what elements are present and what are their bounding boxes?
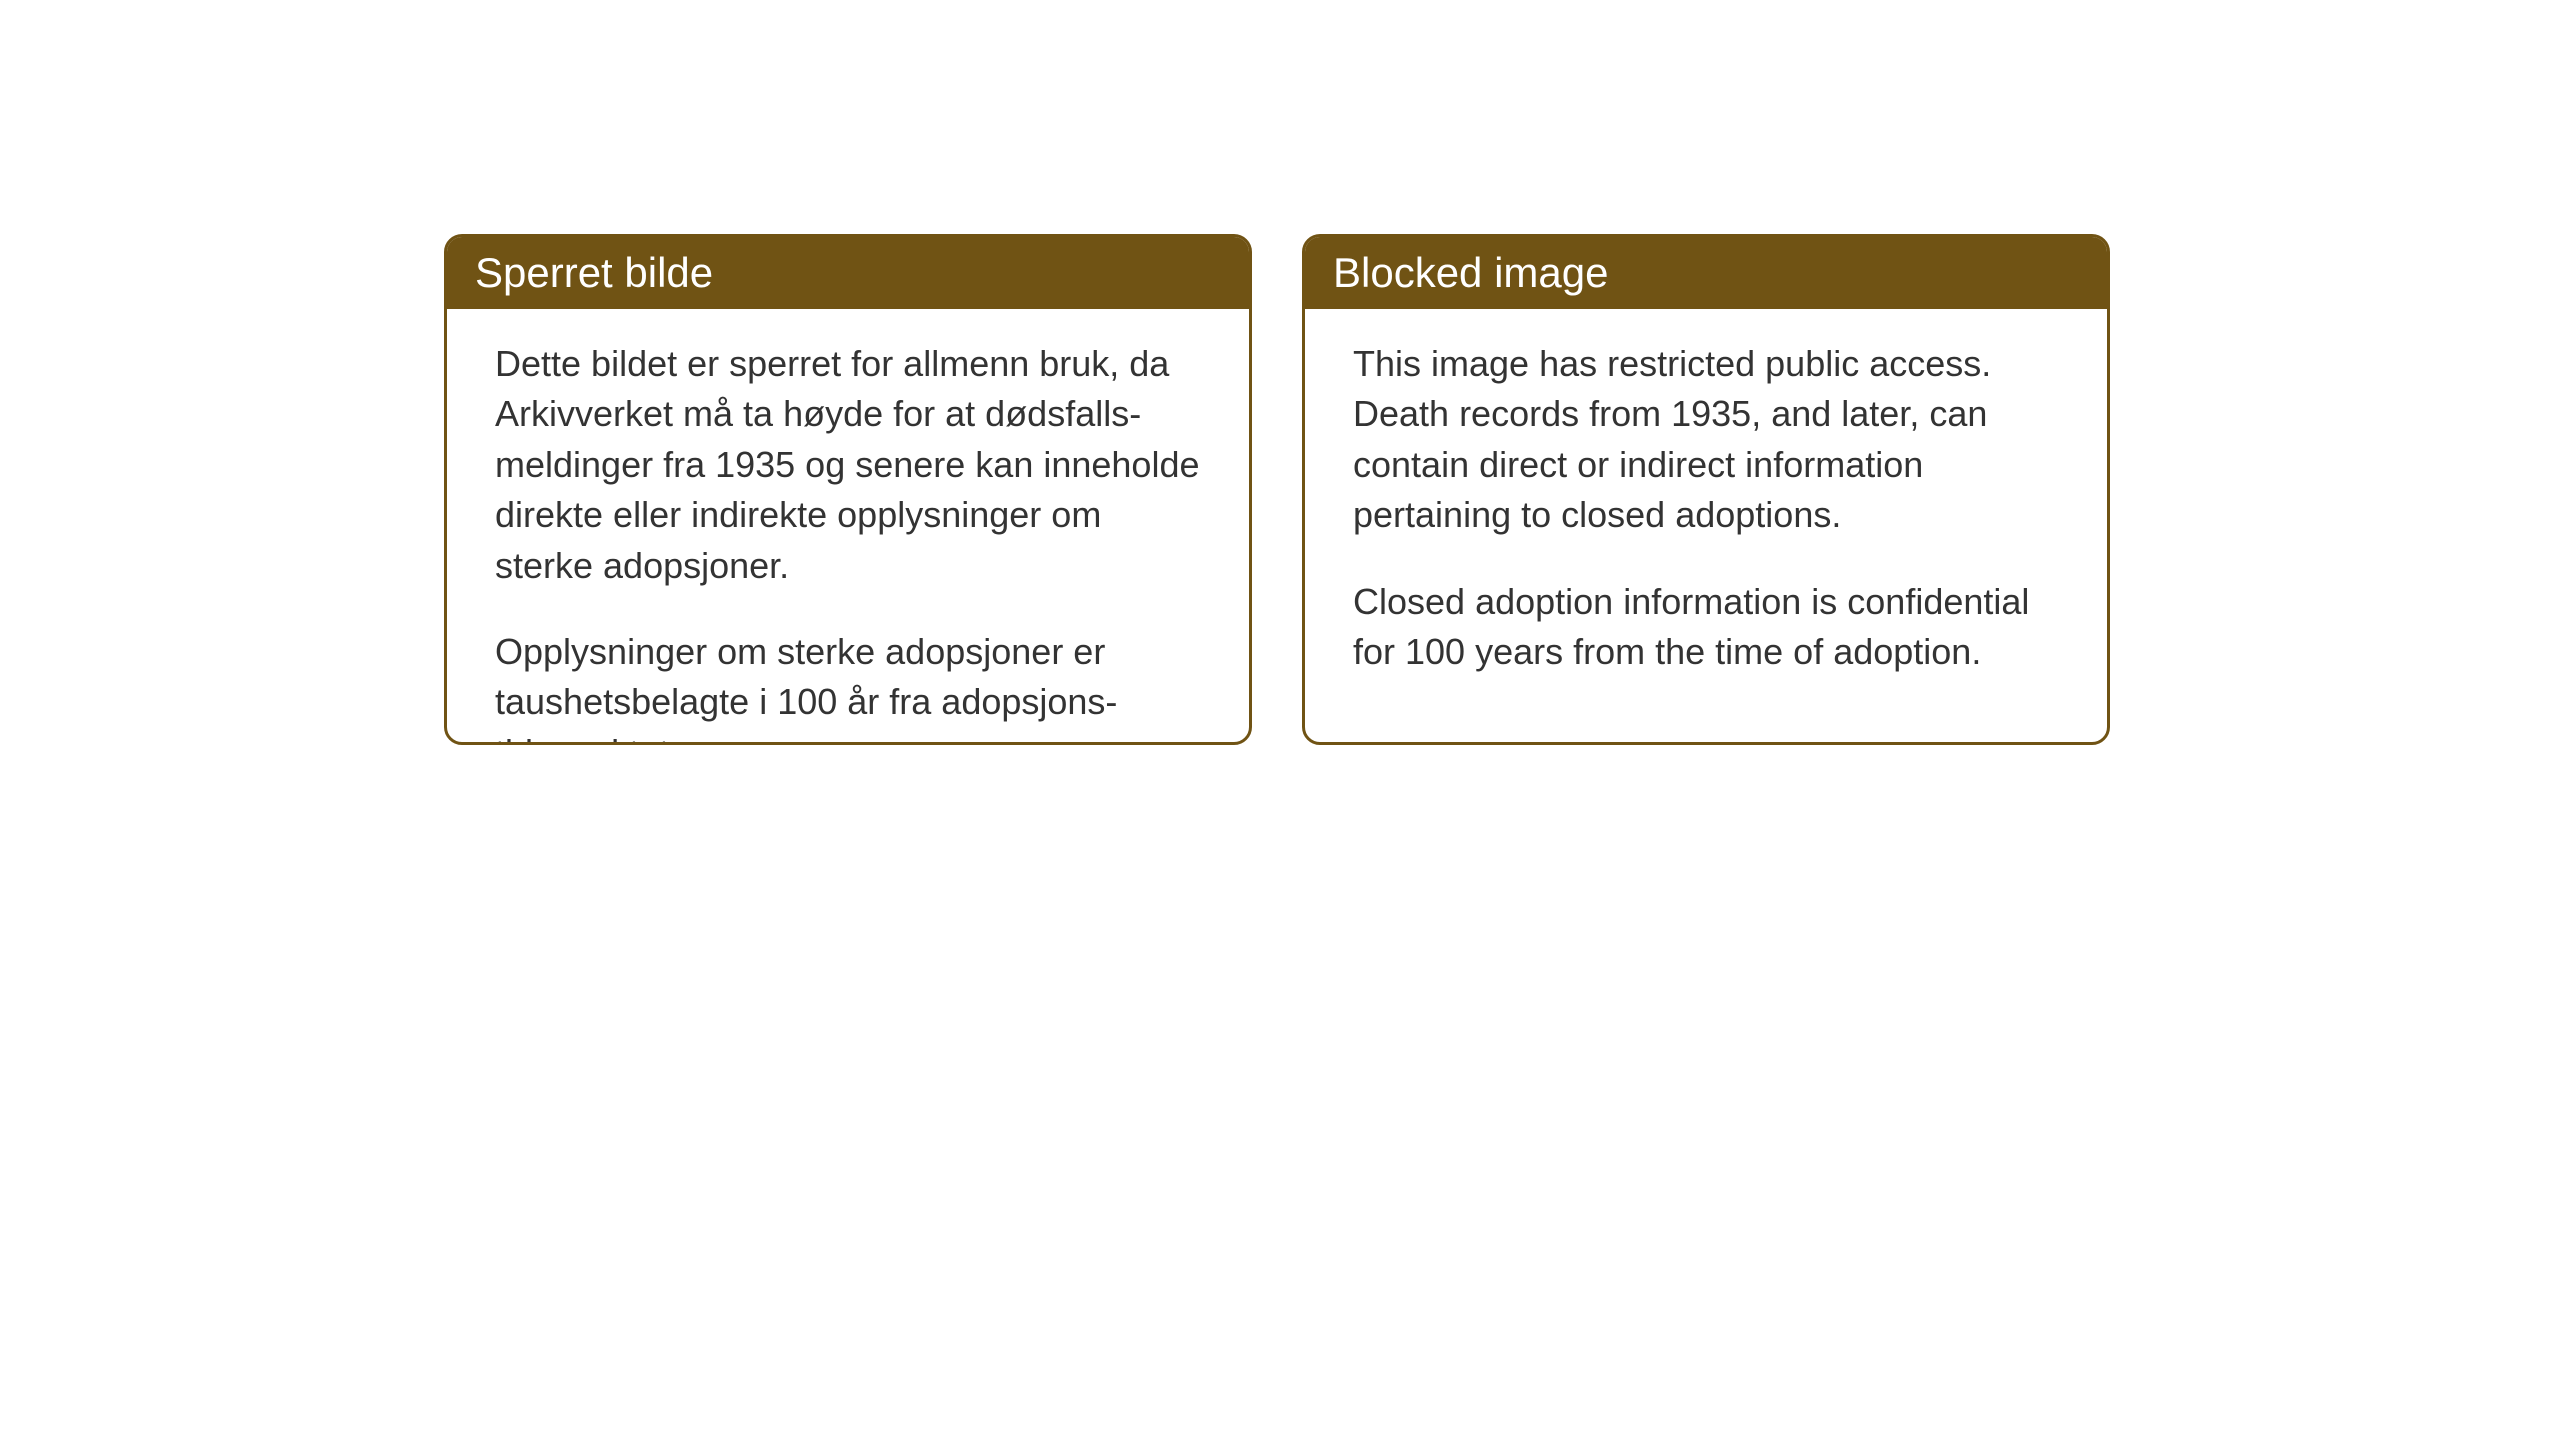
english-card-header: Blocked image <box>1305 237 2107 309</box>
cards-container: Sperret bilde Dette bildet er sperret fo… <box>444 234 2110 745</box>
norwegian-card-title: Sperret bilde <box>475 249 713 296</box>
english-card: Blocked image This image has restricted … <box>1302 234 2110 745</box>
english-card-title: Blocked image <box>1333 249 1608 296</box>
norwegian-card-header: Sperret bilde <box>447 237 1249 309</box>
english-paragraph-1: This image has restricted public access.… <box>1353 339 2059 541</box>
english-paragraph-2: Closed adoption information is confident… <box>1353 577 2059 678</box>
norwegian-paragraph-2: Opplysninger om sterke adopsjoner er tau… <box>495 627 1201 745</box>
norwegian-card: Sperret bilde Dette bildet er sperret fo… <box>444 234 1252 745</box>
norwegian-paragraph-1: Dette bildet er sperret for allmenn bruk… <box>495 339 1201 591</box>
norwegian-card-body: Dette bildet er sperret for allmenn bruk… <box>447 309 1249 745</box>
english-card-body: This image has restricted public access.… <box>1305 309 2107 707</box>
